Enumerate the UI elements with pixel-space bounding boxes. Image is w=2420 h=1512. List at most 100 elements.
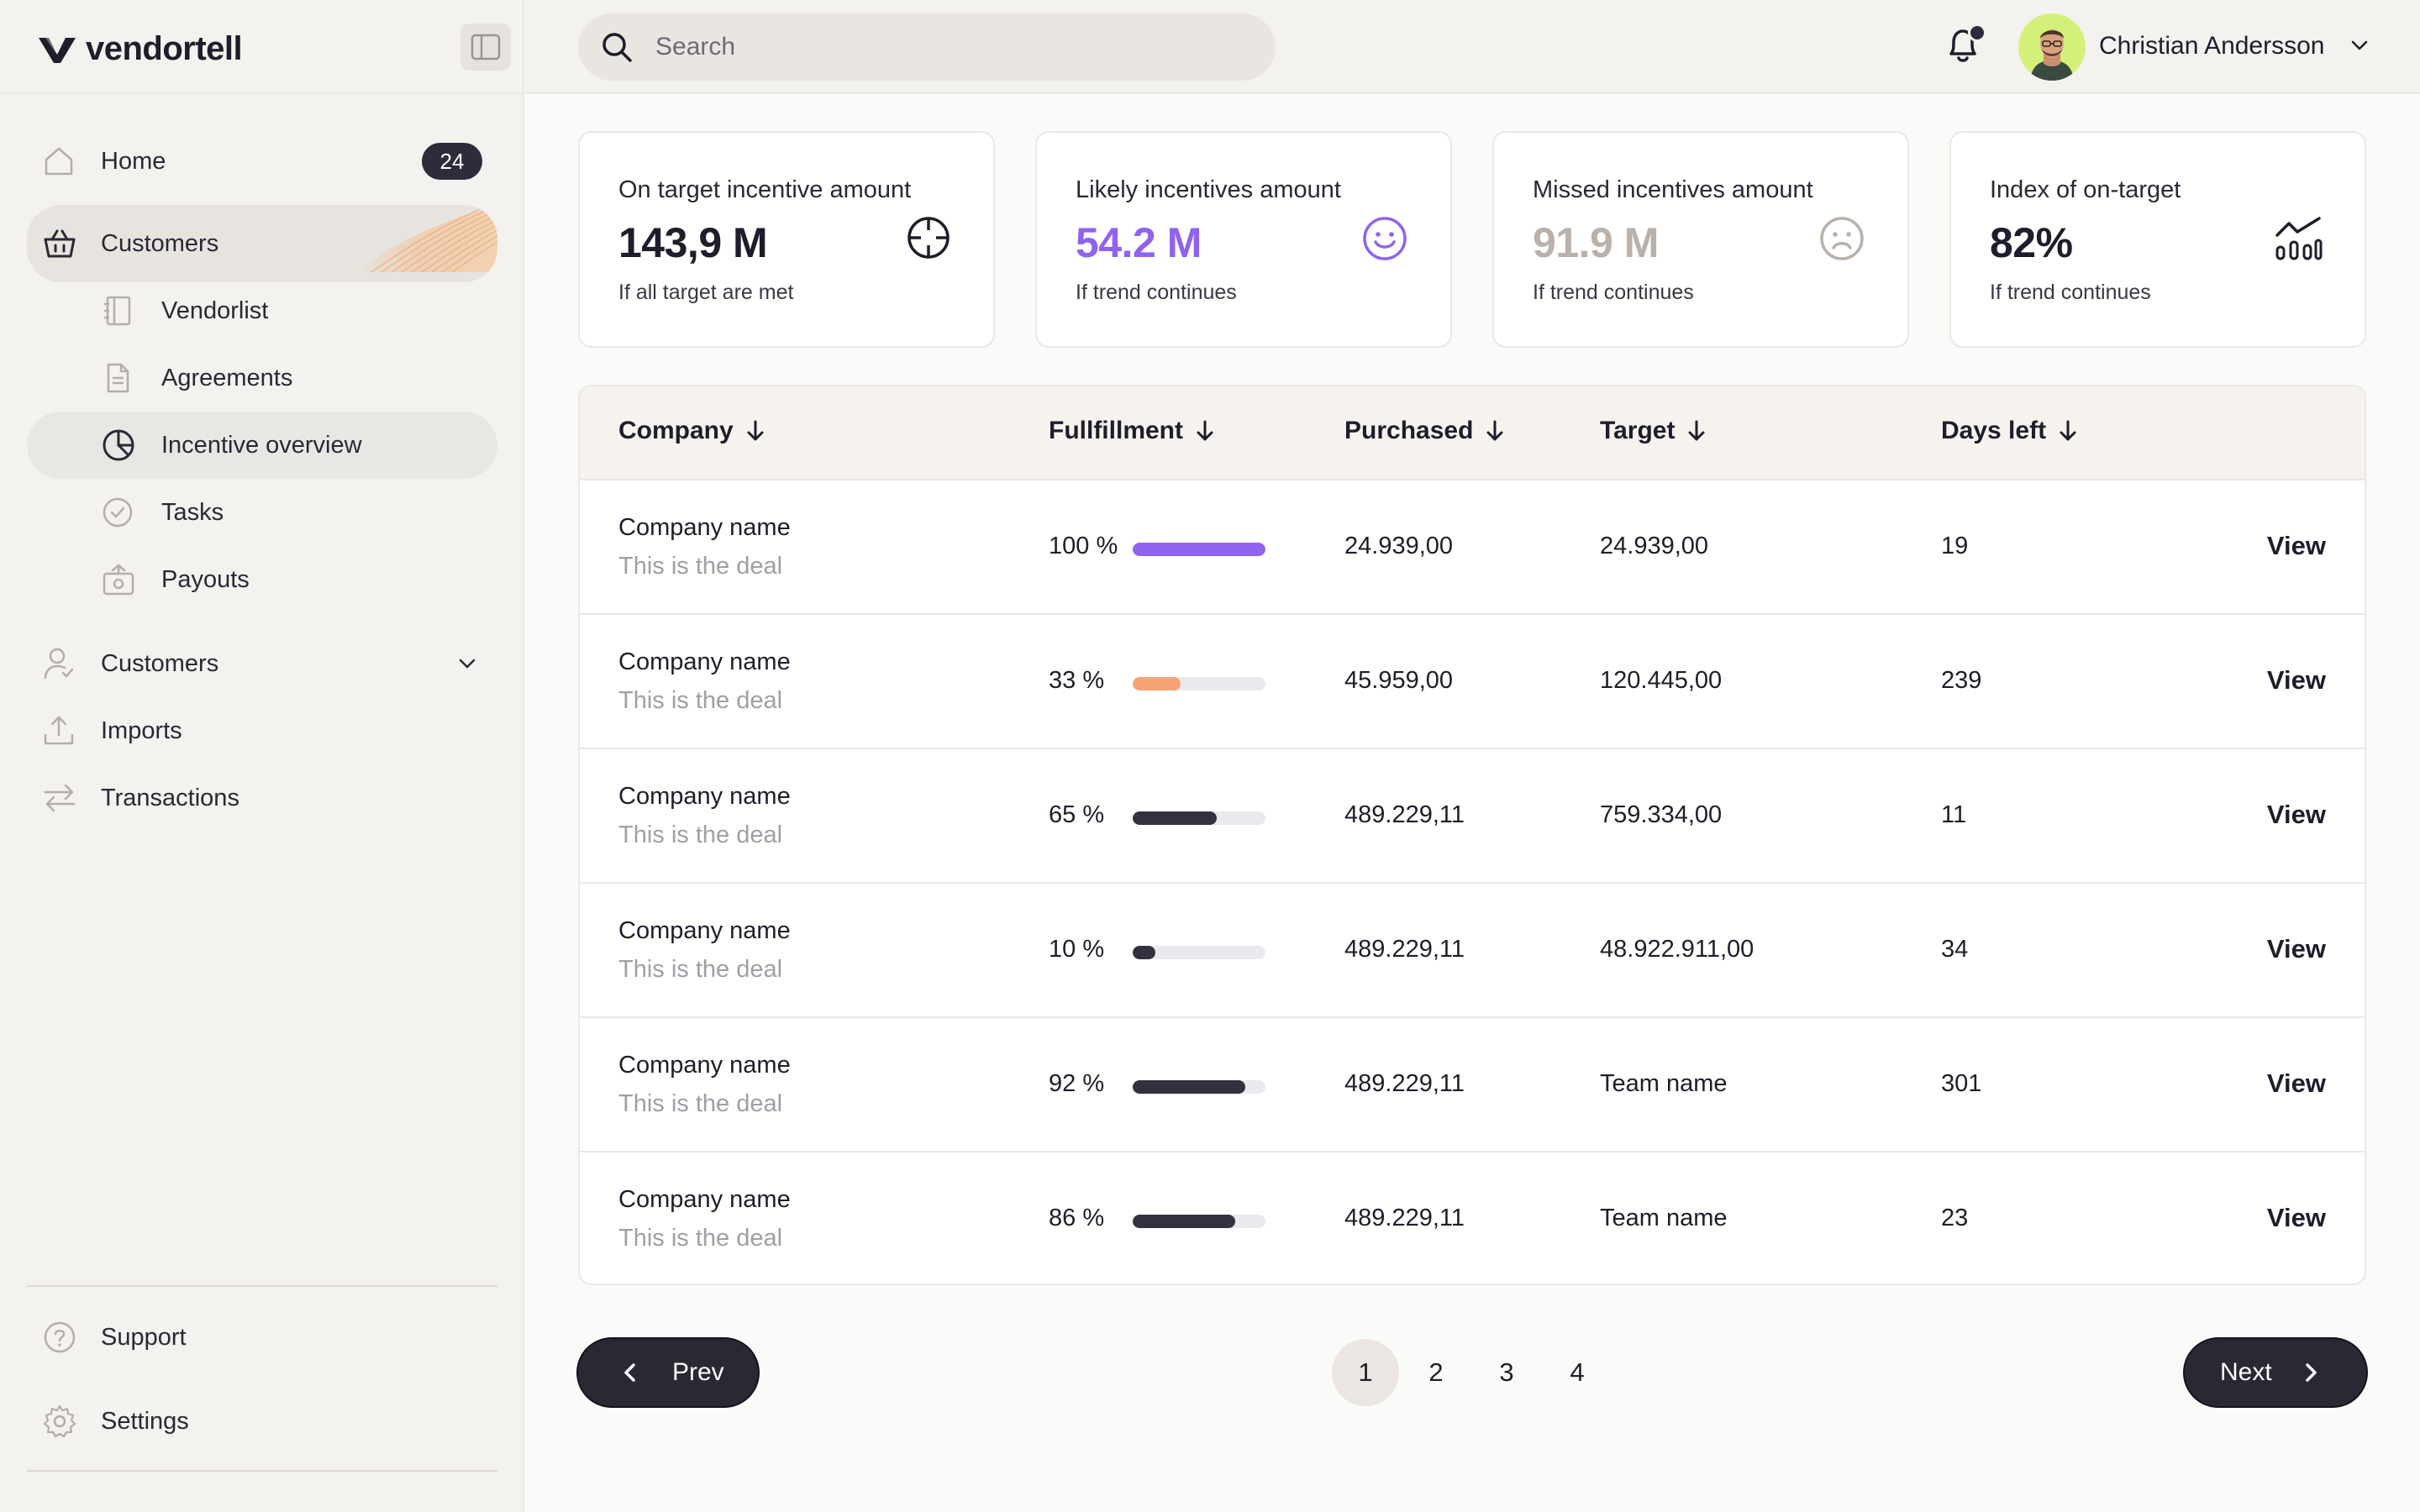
chevron-right-icon xyxy=(2306,1363,2317,1382)
view-button[interactable]: View xyxy=(2266,665,2326,695)
purchased-value: 489.229,11 xyxy=(1344,1205,1465,1231)
view-button[interactable]: View xyxy=(2266,531,2326,560)
table-row: Company name This is the deal 100 % 24.9… xyxy=(580,479,2365,613)
sidebar-item-label: Customers xyxy=(101,229,219,257)
view-button[interactable]: View xyxy=(2266,934,2326,963)
deal-description: This is the deal xyxy=(618,553,783,580)
chevron-down-icon[interactable] xyxy=(2349,39,2370,52)
next-button[interactable]: Next xyxy=(2183,1337,2368,1408)
brand-name: vendortell xyxy=(86,30,243,67)
money-icon xyxy=(103,564,134,596)
sidebar-divider xyxy=(27,1470,497,1472)
page-number-1[interactable]: 1 xyxy=(1332,1339,1399,1406)
sort-down-icon xyxy=(2060,420,2076,441)
fulfillment-percent: 100 % xyxy=(1049,533,1118,559)
fulfillment-progress-bar xyxy=(1133,677,1265,690)
next-label: Next xyxy=(2220,1358,2272,1386)
stat-card-title: Missed incentives amount xyxy=(1533,176,1813,203)
sidebar-toggle-button[interactable] xyxy=(460,24,511,71)
vendortell-logo-icon xyxy=(39,37,76,63)
column-header-days-left[interactable]: Days left xyxy=(1941,417,2078,445)
fulfillment-percent: 86 % xyxy=(1049,1205,1105,1231)
days-left-value: 239 xyxy=(1941,667,1982,694)
days-left-value: 301 xyxy=(1941,1070,1982,1097)
days-left-value: 11 xyxy=(1941,801,1967,828)
view-button[interactable]: View xyxy=(2266,1068,2326,1098)
sidebar-item-label: Home xyxy=(101,147,166,175)
purchased-value: 24.939,00 xyxy=(1344,533,1454,559)
stat-card-index: Index of on-target 82% If trend continue… xyxy=(1949,131,2366,348)
stat-card-value: 91.9 M xyxy=(1533,219,1659,266)
stat-card-value: 54.2 M xyxy=(1076,219,1202,266)
purchased-value: 489.229,11 xyxy=(1344,1070,1465,1097)
sidebar-item-customers[interactable]: Customers xyxy=(27,205,497,282)
company-name: Company name xyxy=(618,783,791,810)
page-number-3[interactable]: 3 xyxy=(1499,1357,1514,1387)
sort-down-icon xyxy=(1197,420,1213,441)
table-row: Company name This is the deal 92 % 489.2… xyxy=(580,1016,2365,1151)
frown-icon xyxy=(1820,217,1864,260)
sidebar-item-label: Imports xyxy=(101,717,182,744)
prev-button[interactable]: Prev xyxy=(576,1337,760,1408)
sidebar-item-home[interactable]: Home 24 xyxy=(27,128,497,195)
column-header-fullfillment[interactable]: Fullfillment xyxy=(1049,417,1215,445)
sidebar-item-customers-group[interactable]: Customers xyxy=(27,630,497,697)
sidebar-item-payouts[interactable]: Payouts xyxy=(27,546,497,613)
stat-card-on-target: On target incentive amount 143,9 M If al… xyxy=(578,131,995,348)
table-row: Company name This is the deal 10 % 489.2… xyxy=(580,882,2365,1016)
search-input[interactable] xyxy=(655,27,1244,67)
sidebar-item-support[interactable]: Support xyxy=(27,1304,497,1371)
fulfillment-percent: 65 % xyxy=(1049,801,1105,828)
page-number-2[interactable]: 2 xyxy=(1428,1357,1444,1387)
progress-fill xyxy=(1133,543,1265,556)
bell-icon[interactable] xyxy=(1944,25,1981,66)
page-number-4[interactable]: 4 xyxy=(1570,1357,1585,1387)
sidebar-item-vendorlist[interactable]: Vendorlist xyxy=(27,277,497,344)
notebook-icon xyxy=(104,296,131,326)
sidebar-item-settings[interactable]: Settings xyxy=(27,1388,497,1455)
sort-down-icon xyxy=(1486,420,1503,441)
purchased-value: 45.959,00 xyxy=(1344,667,1454,694)
sidebar-item-label: Settings xyxy=(101,1407,189,1435)
incentive-table: Company Fullfillment Purchased Target Da… xyxy=(578,385,2366,1285)
company-name: Company name xyxy=(618,1186,791,1213)
stat-card-title: On target incentive amount xyxy=(618,176,912,203)
fulfillment-percent: 33 % xyxy=(1049,667,1105,694)
sidebar: vendortell Home 24 xyxy=(0,0,524,1512)
help-icon xyxy=(44,1321,76,1353)
column-header-target[interactable]: Target xyxy=(1600,417,1707,445)
table-row: Company name This is the deal 65 % 489.2… xyxy=(580,748,2365,882)
view-button[interactable]: View xyxy=(2266,800,2326,829)
sidebar-divider xyxy=(27,1285,497,1287)
decorative-hatch-pattern xyxy=(355,205,497,272)
column-header-purchased[interactable]: Purchased xyxy=(1344,417,1505,445)
progress-fill xyxy=(1133,677,1181,690)
fulfillment-progress-bar xyxy=(1133,946,1265,959)
column-header-company[interactable]: Company xyxy=(618,417,765,445)
sidebar-item-transactions[interactable]: Transactions xyxy=(27,764,497,832)
sidebar-toggle-icon xyxy=(471,34,501,60)
fulfillment-progress-bar xyxy=(1133,1215,1265,1228)
sidebar-item-incentive-overview[interactable]: Incentive overview xyxy=(27,412,497,479)
avatar[interactable] xyxy=(2018,13,2086,81)
table-row: Company name This is the deal 86 % 489.2… xyxy=(580,1151,2365,1284)
search-box[interactable] xyxy=(578,13,1276,81)
deal-description: This is the deal xyxy=(618,822,783,848)
sidebar-item-tasks[interactable]: Tasks xyxy=(27,479,497,546)
stat-card-subtitle: If trend continues xyxy=(1076,281,1237,304)
sidebar-item-imports[interactable]: Imports xyxy=(27,697,497,764)
pie-chart-icon xyxy=(103,429,134,461)
company-name: Company name xyxy=(618,1052,791,1079)
progress-fill xyxy=(1133,811,1217,825)
stat-card-value: 143,9 M xyxy=(618,219,768,266)
sidebar-item-agreements[interactable]: Agreements xyxy=(27,344,497,412)
progress-fill xyxy=(1133,1215,1235,1228)
stat-card-missed: Missed incentives amount 91.9 M If trend… xyxy=(1492,131,1909,348)
sidebar-item-label: Incentive overview xyxy=(161,431,362,459)
view-button[interactable]: View xyxy=(2266,1203,2326,1232)
upload-icon xyxy=(44,716,74,745)
sidebar-item-label: Payouts xyxy=(161,565,250,593)
home-icon xyxy=(45,147,73,176)
user-name[interactable]: Christian Andersson xyxy=(2099,32,2325,60)
brand-logo[interactable]: vendortell xyxy=(37,30,243,68)
